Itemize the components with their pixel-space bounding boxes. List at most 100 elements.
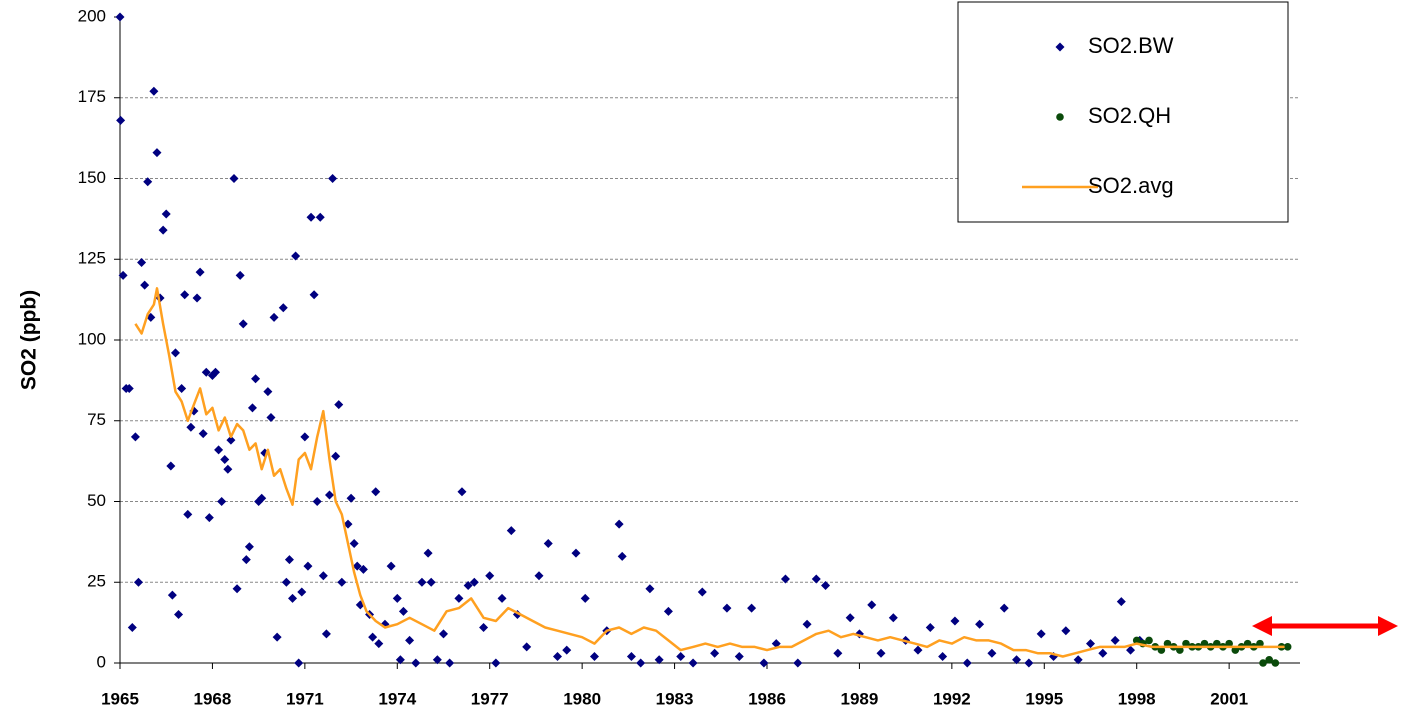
point	[127, 622, 137, 632]
point	[1243, 639, 1252, 648]
point	[580, 593, 590, 603]
point	[485, 571, 495, 581]
point	[793, 658, 803, 668]
point	[454, 593, 464, 603]
x-tick-label: 2001	[1210, 689, 1248, 708]
point	[1182, 639, 1190, 648]
point	[149, 86, 159, 96]
point	[392, 593, 402, 603]
point	[1271, 659, 1280, 667]
point	[497, 593, 507, 603]
point	[1085, 639, 1095, 649]
point	[614, 519, 624, 529]
point	[334, 400, 344, 410]
point	[143, 177, 153, 187]
point	[722, 603, 732, 613]
point	[710, 648, 720, 658]
point	[1176, 646, 1184, 654]
point	[328, 174, 338, 183]
point	[562, 645, 572, 655]
point	[269, 312, 279, 322]
legend: SO2.BW SO2.QH SO2.avg	[957, 1, 1289, 223]
avg-line	[134, 287, 1285, 658]
point	[1012, 655, 1022, 665]
point	[950, 616, 960, 626]
legend-label: SO2.QH	[1088, 103, 1171, 128]
point	[1283, 643, 1292, 651]
legend-box	[957, 1, 1289, 223]
x-tick-label: 1974	[378, 689, 416, 708]
y-tick-label: 75	[87, 410, 106, 429]
point	[116, 115, 126, 125]
point	[617, 551, 627, 561]
x-tick-label: 1986	[748, 689, 786, 708]
point	[297, 587, 307, 597]
y-tick-label: 150	[78, 168, 106, 187]
point	[1265, 655, 1273, 664]
point	[1073, 655, 1083, 665]
point	[166, 461, 176, 471]
point	[183, 509, 193, 519]
point	[987, 648, 997, 658]
point	[195, 267, 205, 277]
point	[1157, 646, 1166, 654]
point	[278, 303, 288, 313]
point	[1036, 629, 1046, 639]
point	[491, 658, 501, 668]
point	[1126, 645, 1136, 655]
point	[211, 367, 221, 377]
point	[1200, 639, 1209, 648]
point	[552, 652, 562, 662]
point	[543, 538, 553, 548]
point	[925, 622, 935, 632]
point	[158, 225, 168, 235]
point	[167, 590, 177, 600]
point	[398, 606, 408, 616]
point	[241, 555, 251, 565]
point	[238, 319, 248, 329]
y-tick-label: 50	[87, 491, 106, 510]
point	[1225, 639, 1233, 648]
point	[257, 493, 267, 503]
point	[867, 600, 877, 610]
y-tick-label: 100	[78, 329, 106, 348]
legend-swatch	[1055, 42, 1065, 52]
point	[306, 212, 316, 222]
point	[463, 580, 473, 590]
point	[140, 280, 150, 290]
point	[457, 487, 467, 497]
point	[192, 293, 202, 303]
point	[1231, 646, 1240, 654]
point	[291, 251, 301, 261]
point	[343, 519, 353, 529]
x-tick-label: 1983	[656, 689, 694, 708]
point	[204, 513, 214, 523]
point	[747, 603, 757, 613]
point	[315, 212, 325, 222]
x-tick-label: 1998	[1118, 689, 1156, 708]
point	[137, 257, 147, 267]
point	[1116, 597, 1126, 607]
point	[266, 413, 276, 423]
point	[232, 584, 242, 594]
point	[371, 487, 381, 497]
point	[845, 613, 855, 623]
point	[1259, 659, 1267, 667]
point	[331, 451, 341, 461]
point	[300, 432, 310, 442]
point	[469, 577, 479, 587]
point	[395, 655, 405, 665]
point	[321, 629, 331, 639]
point	[201, 367, 211, 377]
point	[368, 632, 378, 642]
y-tick-label: 125	[78, 249, 106, 268]
point	[1163, 639, 1172, 648]
point	[198, 429, 208, 439]
point	[506, 526, 516, 536]
point	[1024, 658, 1034, 668]
x-tick-label: 1965	[101, 689, 139, 708]
point	[358, 564, 368, 574]
point	[445, 658, 455, 668]
point	[426, 577, 436, 587]
x-tick-label: 1971	[286, 689, 324, 708]
